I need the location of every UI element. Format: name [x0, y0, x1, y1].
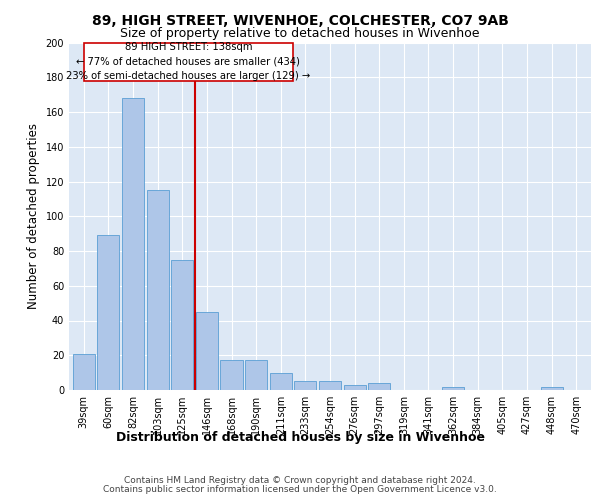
FancyBboxPatch shape [84, 42, 293, 80]
Bar [344, 385, 366, 390]
Bar [196, 312, 218, 390]
Text: Distribution of detached houses by size in Wivenhoe: Distribution of detached houses by size … [115, 431, 485, 444]
Text: 89, HIGH STREET, WIVENHOE, COLCHESTER, CO7 9AB: 89, HIGH STREET, WIVENHOE, COLCHESTER, C… [92, 14, 508, 28]
Bar [97, 236, 119, 390]
Bar [171, 260, 193, 390]
Bar [294, 382, 316, 390]
Bar [245, 360, 267, 390]
Bar [442, 386, 464, 390]
Bar [220, 360, 242, 390]
Bar [73, 354, 95, 390]
Y-axis label: Number of detached properties: Number of detached properties [27, 123, 40, 309]
Text: 89 HIGH STREET: 138sqm
← 77% of detached houses are smaller (434)
23% of semi-de: 89 HIGH STREET: 138sqm ← 77% of detached… [66, 42, 311, 82]
Bar [269, 372, 292, 390]
Bar [146, 190, 169, 390]
Bar [319, 382, 341, 390]
Bar [368, 383, 391, 390]
Bar [122, 98, 144, 390]
Bar [541, 386, 563, 390]
Text: Size of property relative to detached houses in Wivenhoe: Size of property relative to detached ho… [120, 28, 480, 40]
Text: Contains public sector information licensed under the Open Government Licence v3: Contains public sector information licen… [103, 484, 497, 494]
Text: Contains HM Land Registry data © Crown copyright and database right 2024.: Contains HM Land Registry data © Crown c… [124, 476, 476, 485]
